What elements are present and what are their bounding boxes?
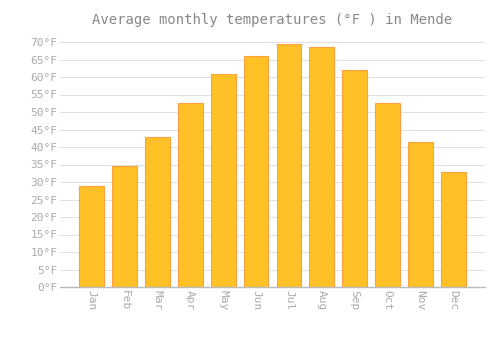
Bar	[342, 70, 367, 287]
Bar	[441, 172, 466, 287]
Bar	[80, 186, 104, 287]
Bar	[145, 136, 170, 287]
Bar	[276, 44, 301, 287]
Bar	[211, 74, 236, 287]
Bar	[178, 103, 203, 287]
Bar	[244, 56, 268, 287]
Bar	[112, 166, 137, 287]
Bar	[408, 142, 433, 287]
Bar	[310, 47, 334, 287]
Bar	[376, 103, 400, 287]
Title: Average monthly temperatures (°F ) in Mende: Average monthly temperatures (°F ) in Me…	[92, 13, 452, 27]
